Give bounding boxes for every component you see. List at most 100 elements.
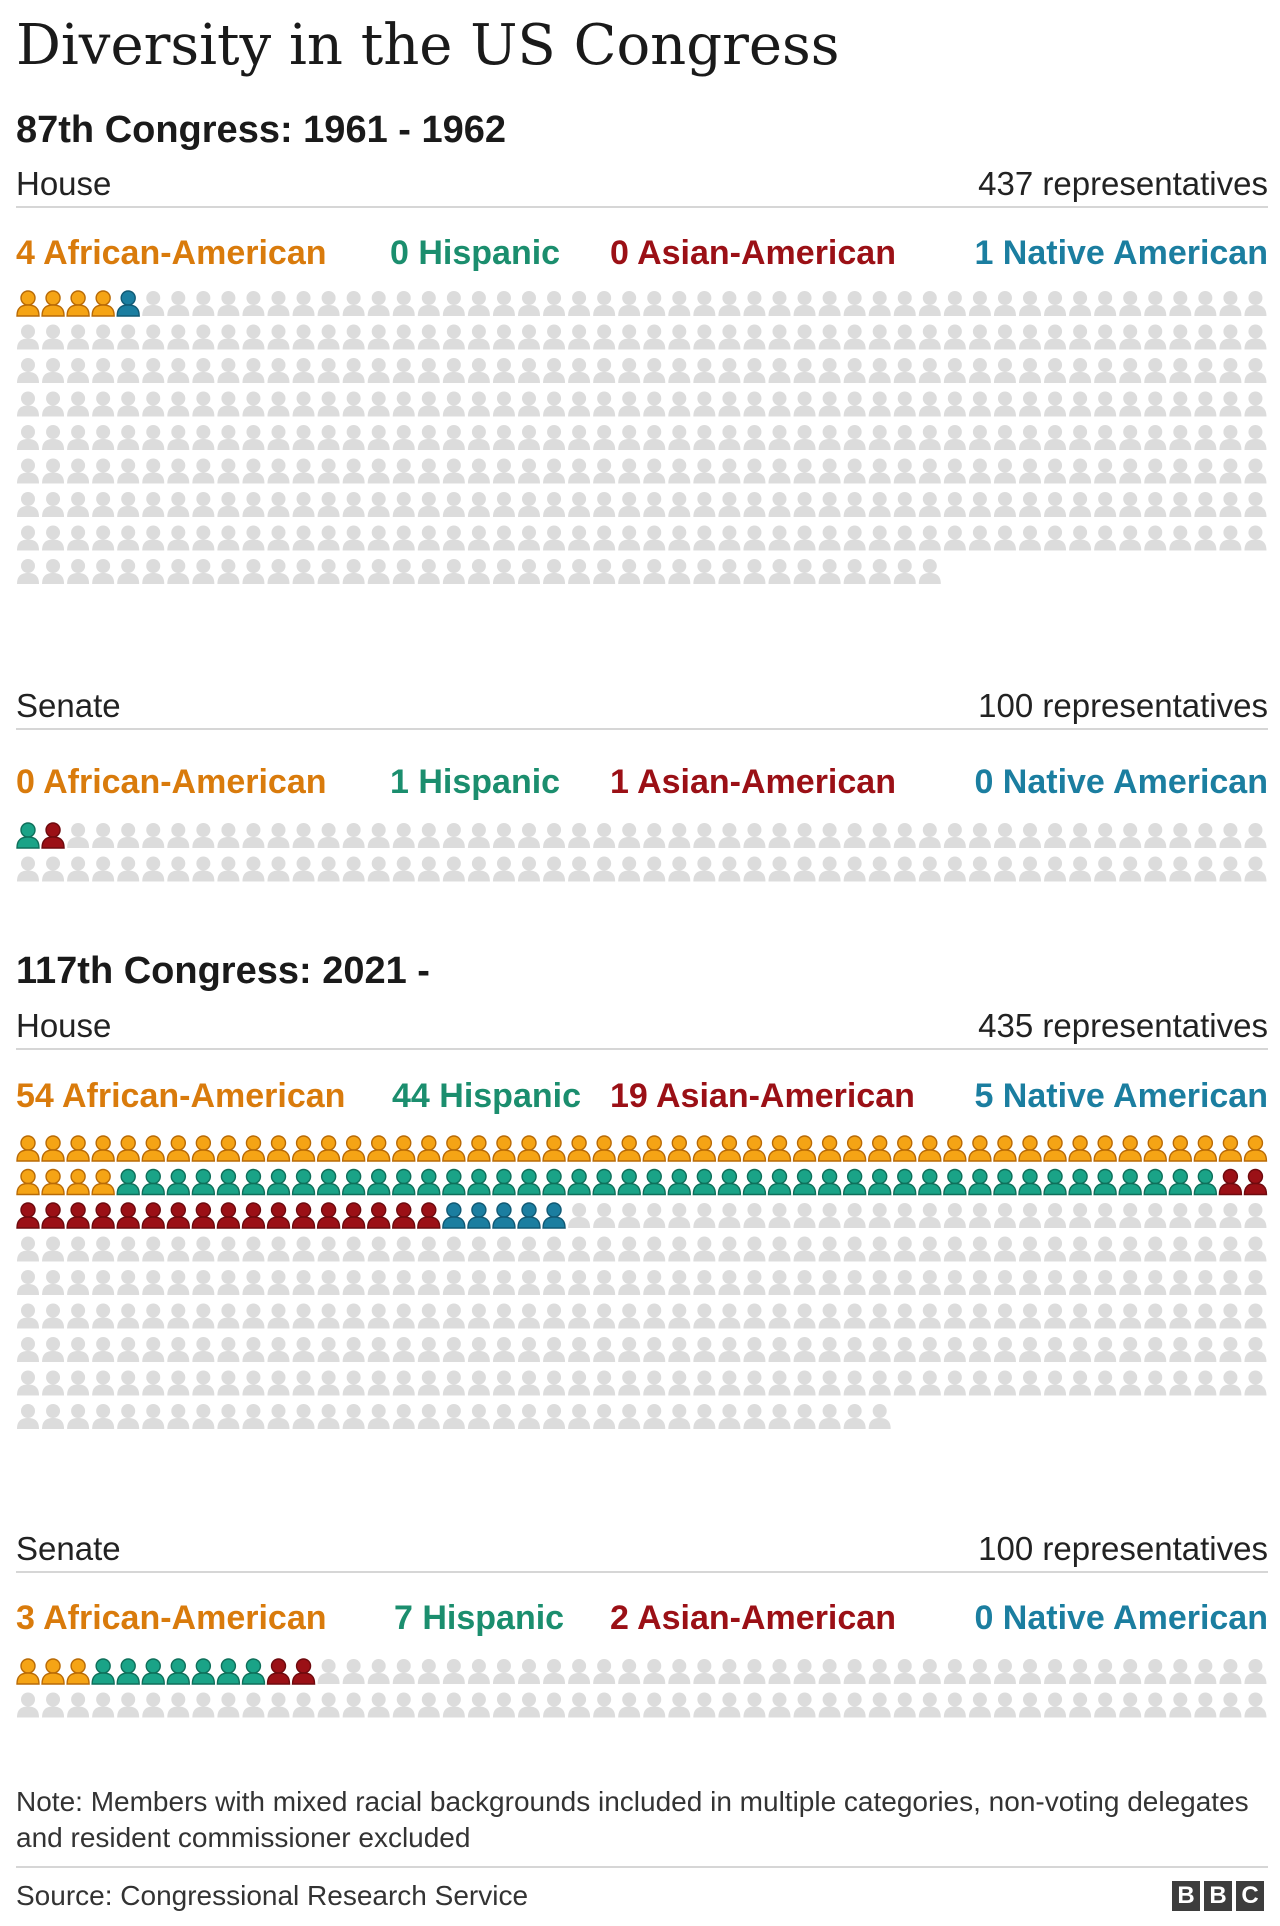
person-icon-other [342,1236,365,1262]
person-icon-other [843,1236,866,1262]
person-icon-other [1144,1692,1167,1718]
person-icon-other [92,823,115,848]
person-icon-other [67,1236,90,1262]
person-icon-other [92,1370,115,1396]
person-icon-hispanic [1043,1168,1067,1196]
person-icon-other [317,1404,340,1429]
person-icon-other [543,458,566,484]
person-icon-other [668,324,691,350]
person-icon-other [267,525,290,551]
person-icon-other [317,1659,340,1684]
person-icon-other [242,559,265,584]
person-icon-other [843,1692,866,1718]
person-icon-other [593,559,616,584]
person-icon-other [568,823,591,848]
person-icon-african-american [1043,1135,1067,1162]
person-icon-other [492,1303,515,1329]
person-icon-other [242,358,265,383]
person-icon-other [643,358,666,383]
person-icon-other [643,324,666,350]
person-icon-other [1069,391,1092,417]
person-icon-hispanic [316,1168,341,1196]
person-icon-other [192,324,215,350]
person-icon-other [267,1692,290,1718]
person-icon-african-american [66,1658,90,1685]
person-icon-asian-american [241,1202,266,1229]
person-icon-other [543,1370,566,1396]
footer-divider [16,1866,1268,1868]
person-icon-other [768,358,791,383]
person-icon-other [743,1270,766,1295]
person-icon-other [1119,856,1142,882]
person-icon-other [943,1337,966,1362]
person-icon-other [492,856,515,882]
person-icon-other [893,1236,916,1262]
person-icon-other [618,492,641,517]
person-icon-other [668,291,691,316]
person-icon-other [417,458,440,484]
person-icon-other [1094,1270,1117,1295]
person-icon-other [417,425,440,450]
legend-african-american: 0 African-American [16,763,327,801]
person-icon-other [217,458,240,484]
person-icon-other [968,425,991,450]
person-icon-other [1194,492,1217,517]
person-icon-other [868,1692,891,1718]
person-icon-other [442,1337,465,1362]
person-icon-other [142,525,165,551]
person-icon-other [868,856,891,882]
person-icon-other [442,1692,465,1718]
legend-asian-american: 19 Asian-American [610,1077,915,1115]
person-icon-other [317,1337,340,1362]
person-icon-other [392,856,415,882]
person-icon-other [1044,1203,1067,1228]
person-icon-other [467,425,490,450]
person-icon-other [267,856,290,882]
bbc-logo: B B C [1172,1881,1264,1911]
person-icon-other [1069,1303,1092,1329]
person-icon-other [743,425,766,450]
person-icon-other [417,391,440,417]
person-icon-other [793,425,816,450]
person-icon-other [217,525,240,551]
person-icon-other [793,1236,816,1262]
person-icon-other [442,1236,465,1262]
bbc-logo-letter: B [1204,1881,1232,1911]
person-icon-other [292,559,315,584]
person-icon-other [267,425,290,450]
person-icon-other [518,1404,540,1429]
person-icon-other [568,1270,591,1295]
person-icon-other [367,525,390,551]
person-icon-other [518,1370,540,1396]
person-icon-other [192,458,215,484]
person-icon-other [518,458,540,484]
person-icon-other [768,559,791,584]
person-icon-other [142,458,165,484]
person-icon-other [1244,492,1267,517]
person-icon-asian-american [266,1202,291,1229]
person-icon-other [568,458,591,484]
person-icon-other [267,291,290,316]
person-icon-african-american [817,1135,842,1162]
person-icon-other [1144,1337,1167,1362]
person-icon-other [492,391,515,417]
person-icon-african-american [16,290,40,317]
person-icon-other [142,1692,165,1718]
person-icon-other [92,358,115,383]
person-icon-other [467,492,490,517]
person-icon-other [893,1370,916,1396]
person-icon-other [518,1337,540,1362]
person-icon-other [918,1236,941,1262]
person-icon-other [367,559,390,584]
person-icon-other [868,1659,891,1684]
person-icon-other [1069,492,1092,517]
person-icon-native-american [442,1202,466,1229]
person-icon-other [593,1692,616,1718]
person-icon-other [1019,391,1041,417]
person-icon-other [543,1659,566,1684]
person-icon-other [543,1404,566,1429]
person-icon-other [1219,856,1242,882]
person-icon-other [1194,1370,1217,1396]
person-icon-other [918,525,941,551]
person-icon-other [342,425,365,450]
